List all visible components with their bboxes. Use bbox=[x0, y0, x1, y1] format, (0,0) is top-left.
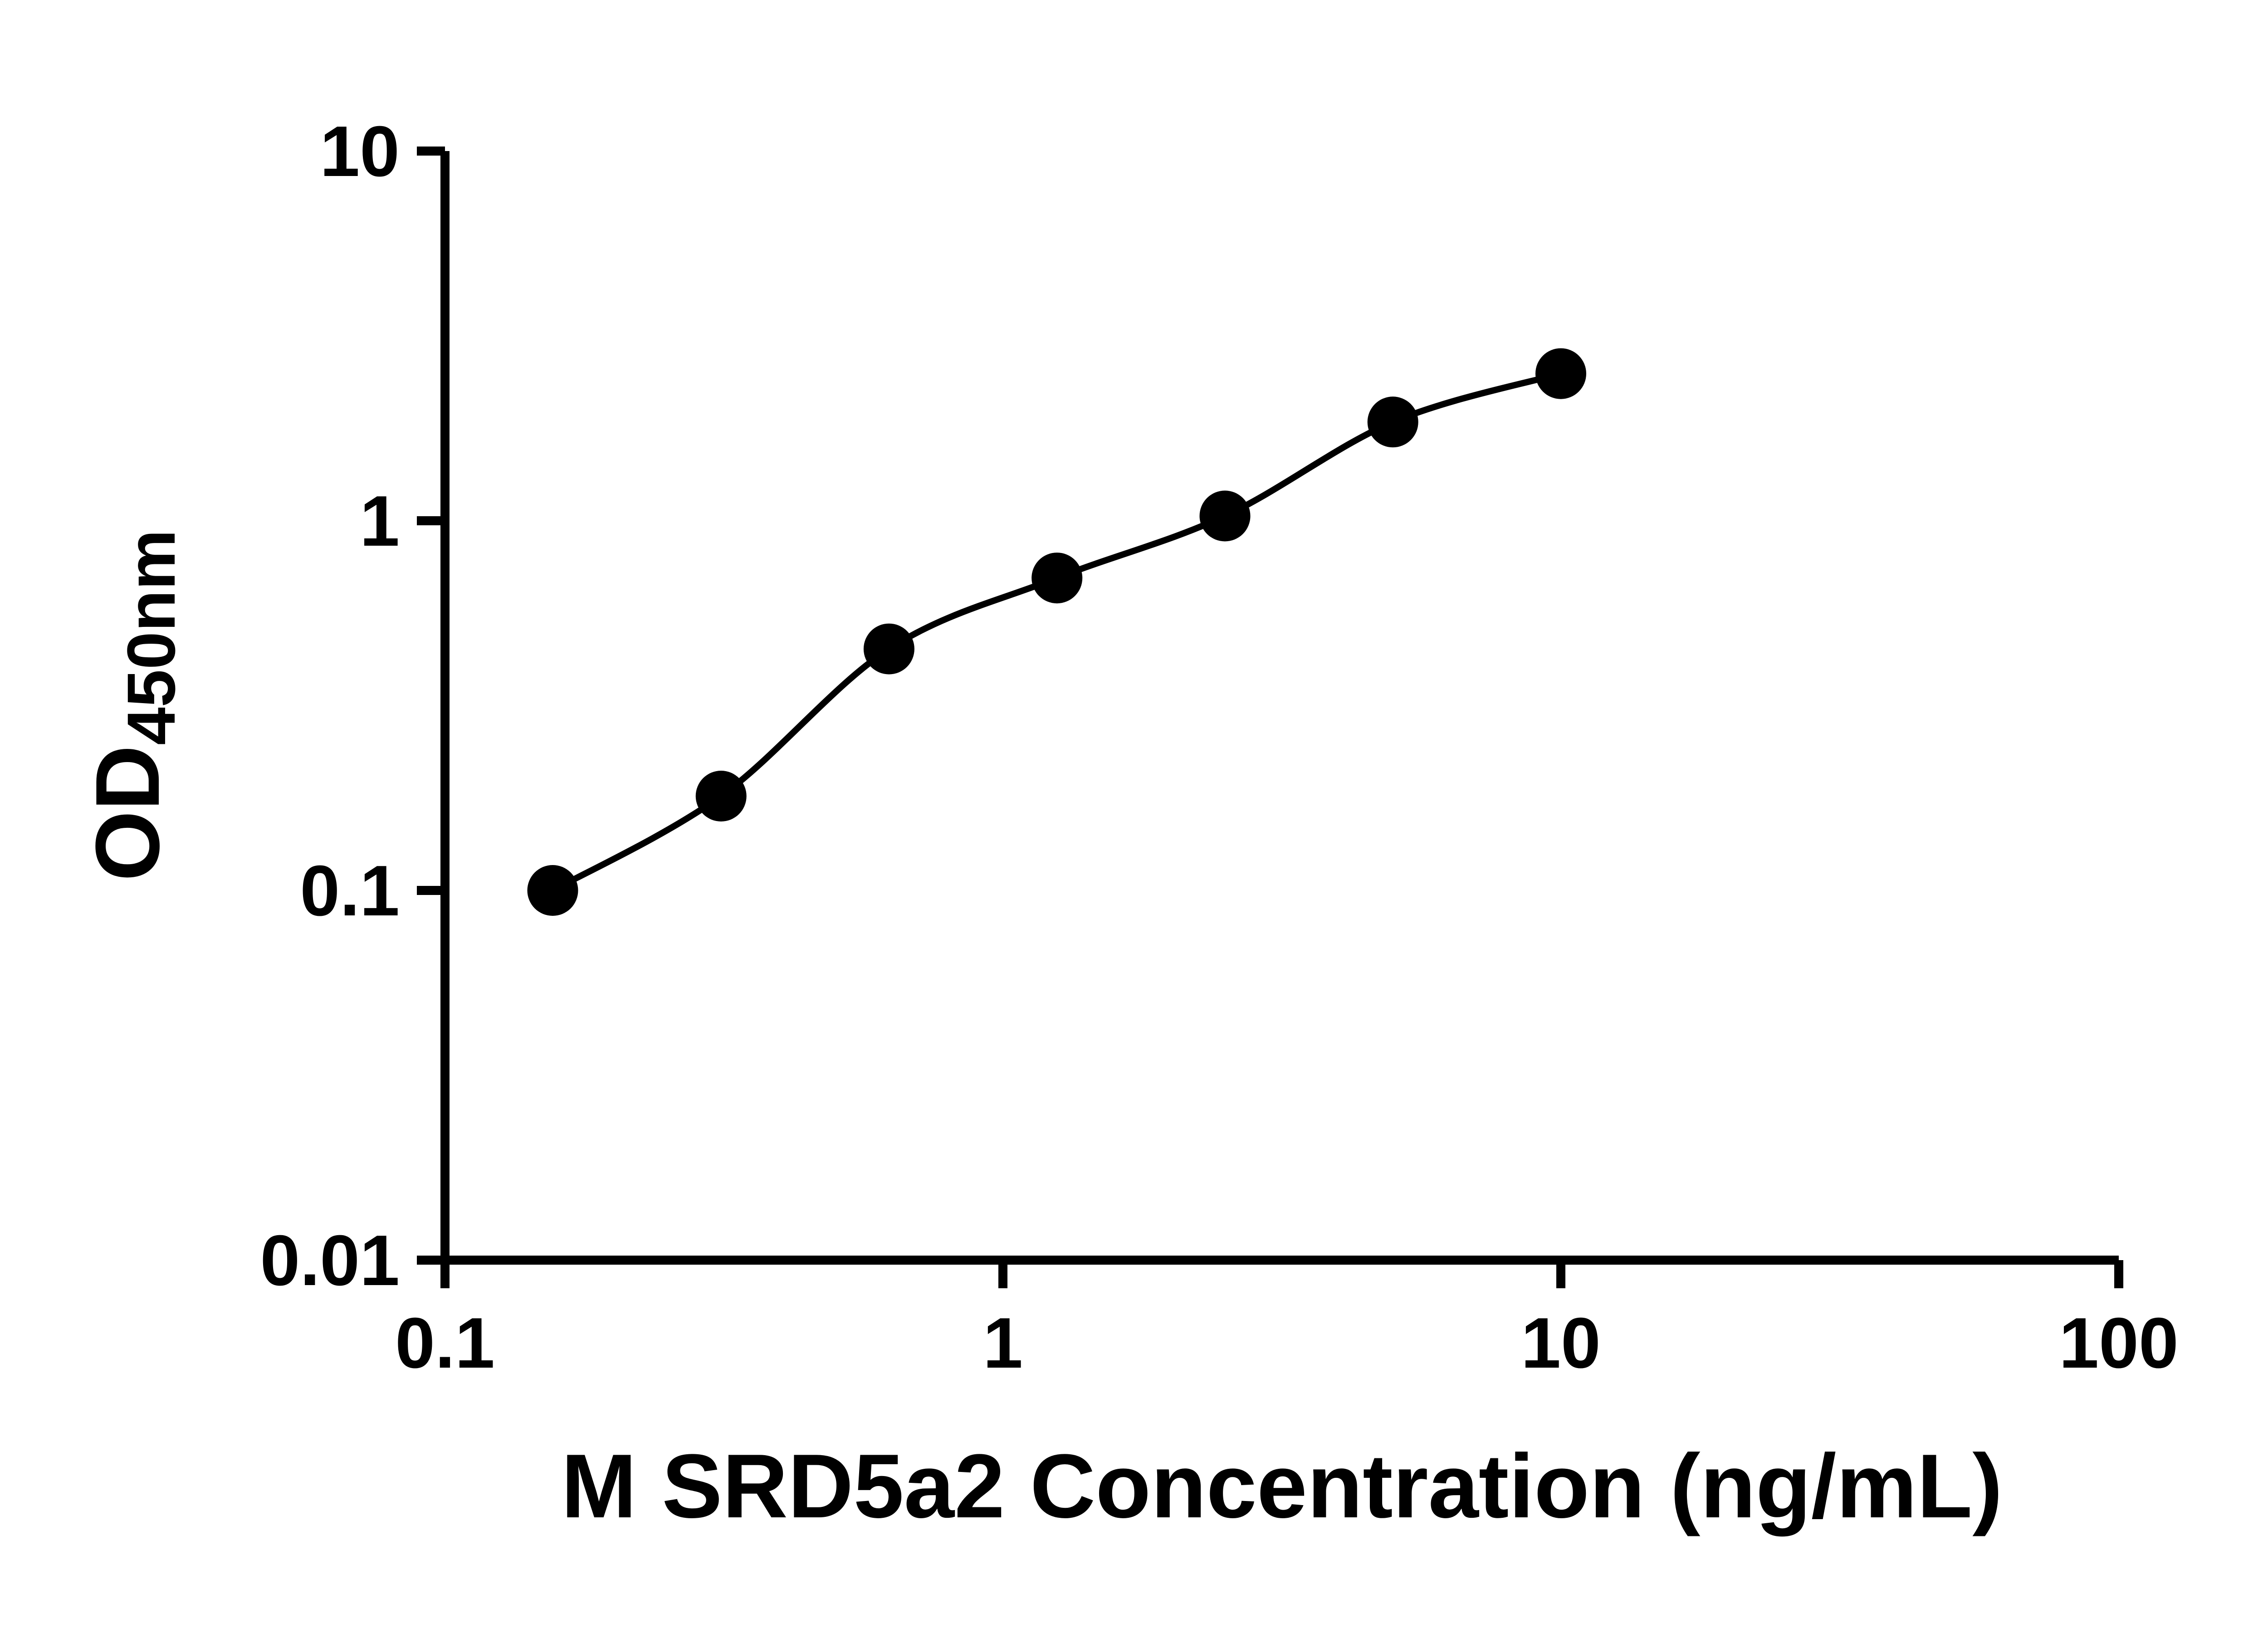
y-tick-label: 0.01 bbox=[260, 1221, 400, 1301]
data-point bbox=[1031, 552, 1083, 604]
x-tick-label: 10 bbox=[1521, 1303, 1601, 1383]
data-points bbox=[527, 348, 1586, 916]
x-axis-label: M SRD5a2 Concentration (ng/mL) bbox=[561, 1436, 2003, 1537]
data-point bbox=[1535, 348, 1586, 399]
y-axis-label-sub: 450nm bbox=[113, 529, 189, 745]
y-axis-label-main: OD bbox=[77, 745, 178, 881]
x-tick-label: 100 bbox=[2059, 1303, 2179, 1383]
x-tick-label: 1 bbox=[983, 1303, 1023, 1383]
y-axis-ticks bbox=[417, 147, 445, 1265]
x-axis-ticks bbox=[440, 1260, 2123, 1288]
data-point bbox=[527, 865, 578, 916]
y-tick-label: 0.1 bbox=[300, 851, 400, 931]
data-point bbox=[863, 623, 914, 675]
y-axis-label: OD450nm bbox=[77, 529, 189, 881]
data-point bbox=[1199, 490, 1251, 542]
data-point bbox=[1367, 396, 1418, 448]
data-point bbox=[695, 771, 747, 821]
x-axis-tick-labels: 0.1 1 10 100 bbox=[395, 1303, 2179, 1383]
y-axis-tick-labels: 0.01 0.1 1 10 bbox=[260, 112, 400, 1301]
y-tick-label: 10 bbox=[320, 112, 400, 191]
y-tick-label: 1 bbox=[360, 481, 400, 561]
x-tick-label: 0.1 bbox=[395, 1303, 495, 1383]
